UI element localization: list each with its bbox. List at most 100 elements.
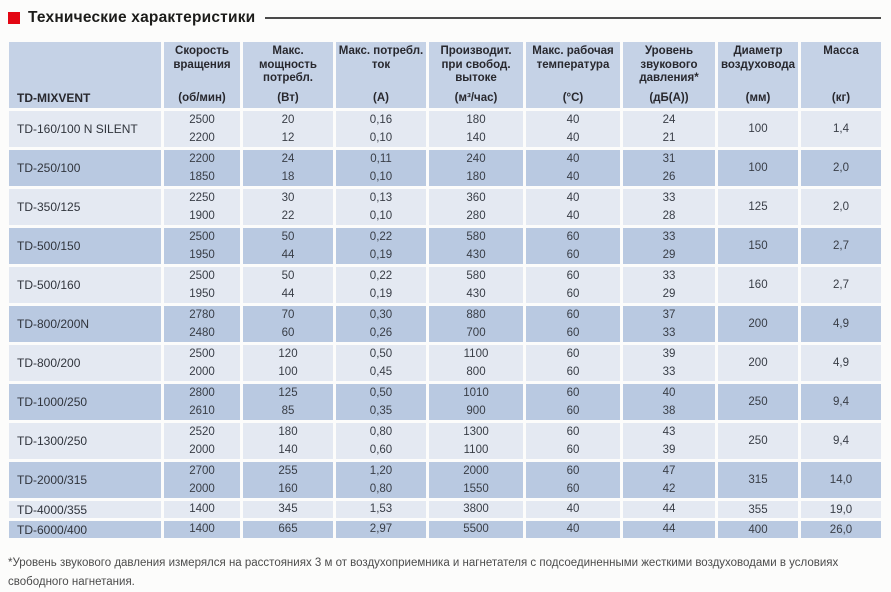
speed-cell: 2500 1950	[164, 267, 240, 303]
table-row: TD-500/160 2500 1950 50 44 0,22 0,19 580 430 60 60…	[9, 267, 881, 303]
speed-cell: 1400	[164, 521, 240, 538]
model-cell: TD-1300/250	[9, 423, 161, 459]
noise-cell: 33 29	[623, 228, 715, 264]
current-cell: 0,22 0,19	[336, 228, 426, 264]
power-cell: 665	[243, 521, 333, 538]
table-header-row: TD-MIXVENT Скорость вращения (об/мин) Мак…	[9, 42, 881, 108]
section-title-row: Технические характеристики	[0, 0, 891, 27]
spec-table: TD-MIXVENT Скорость вращения (об/мин) Мак…	[6, 39, 884, 541]
mass-cell: 4,9	[801, 306, 881, 342]
speed-cell: 2780 2480	[164, 306, 240, 342]
speed-cell: 2520 2000	[164, 423, 240, 459]
power-cell: 30 22	[243, 189, 333, 225]
speed-cell: 2200 1850	[164, 150, 240, 186]
table-row: TD-2000/315 2700 2000 255 160 1,20 0,80 2000 155…	[9, 462, 881, 498]
current-cell: 0,16 0,10	[336, 111, 426, 147]
current-cell: 1,20 0,80	[336, 462, 426, 498]
mass-cell: 26,0	[801, 521, 881, 538]
temp-cell: 60 60	[526, 228, 620, 264]
diameter-cell: 100	[718, 111, 798, 147]
flow-cell: 360 280	[429, 189, 523, 225]
table-row: TD-800/200 2500 2000 120 100 0,50 0,45 1100 800 6…	[9, 345, 881, 381]
model-cell: TD-4000/355	[9, 501, 161, 518]
temp-cell: 60 60	[526, 306, 620, 342]
footnote: *Уровень звукового давления измерялся на…	[8, 557, 839, 588]
diameter-cell: 400	[718, 521, 798, 538]
column-header-temperature: Макс. рабочая температура (°C)	[526, 42, 620, 108]
temp-cell: 40 40	[526, 150, 620, 186]
speed-cell: 2500 2200	[164, 111, 240, 147]
noise-cell: 31 26	[623, 150, 715, 186]
diameter-cell: 200	[718, 306, 798, 342]
current-cell: 0,11 0,10	[336, 150, 426, 186]
power-cell: 255 160	[243, 462, 333, 498]
model-cell: TD-2000/315	[9, 462, 161, 498]
flow-cell: 3800	[429, 501, 523, 518]
table-body: TD-160/100 N SILENT 2500 2200 20 12 0,16 0,10 1…	[9, 111, 881, 538]
flow-cell: 240 180	[429, 150, 523, 186]
current-cell: 0,50 0,35	[336, 384, 426, 420]
flow-cell: 5500	[429, 521, 523, 538]
table-row: TD-6000/400 1400 665 2,97 5500 40 44 400 26,0	[9, 521, 881, 538]
mass-cell: 19,0	[801, 501, 881, 518]
model-cell: TD-1000/250	[9, 384, 161, 420]
noise-cell: 44	[623, 501, 715, 518]
noise-cell: 24 21	[623, 111, 715, 147]
speed-cell: 2250 1900	[164, 189, 240, 225]
column-header-mass: Масса (кг)	[801, 42, 881, 108]
column-header-flow: Производит. при свобод. вытоке (м³/час)	[429, 42, 523, 108]
current-cell: 0,30 0,26	[336, 306, 426, 342]
power-cell: 125 85	[243, 384, 333, 420]
mass-cell: 4,9	[801, 345, 881, 381]
model-cell: TD-800/200	[9, 345, 161, 381]
diameter-cell: 355	[718, 501, 798, 518]
flow-cell: 580 430	[429, 267, 523, 303]
current-cell: 0,50 0,45	[336, 345, 426, 381]
model-cell: TD-800/200N	[9, 306, 161, 342]
mass-cell: 1,4	[801, 111, 881, 147]
current-cell: 0,80 0,60	[336, 423, 426, 459]
table-row: TD-350/125 2250 1900 30 22 0,13 0,10 360 280 40 40…	[9, 189, 881, 225]
column-header-power: Макс. мощность потребл. (Вт)	[243, 42, 333, 108]
temp-cell: 40 40	[526, 111, 620, 147]
power-cell: 345	[243, 501, 333, 518]
power-cell: 20 12	[243, 111, 333, 147]
noise-cell: 43 39	[623, 423, 715, 459]
diameter-cell: 100	[718, 150, 798, 186]
current-cell: 0,22 0,19	[336, 267, 426, 303]
column-header-current: Макс. потребл. ток (А)	[336, 42, 426, 108]
column-header-diameter: Диаметр воздуховода (мм)	[718, 42, 798, 108]
diameter-cell: 250	[718, 423, 798, 459]
temp-cell: 60 60	[526, 384, 620, 420]
temp-cell: 40 40	[526, 189, 620, 225]
current-cell: 0,13 0,10	[336, 189, 426, 225]
speed-cell: 2800 2610	[164, 384, 240, 420]
model-cell: TD-6000/400	[9, 521, 161, 538]
model-cell: TD-500/160	[9, 267, 161, 303]
diameter-cell: 160	[718, 267, 798, 303]
noise-cell: 44	[623, 521, 715, 538]
flow-cell: 180 140	[429, 111, 523, 147]
noise-cell: 33 29	[623, 267, 715, 303]
flow-cell: 580 430	[429, 228, 523, 264]
table-row: TD-500/150 2500 1950 50 44 0,22 0,19 580 430 60 60…	[9, 228, 881, 264]
speed-cell: 2500 1950	[164, 228, 240, 264]
noise-cell: 33 28	[623, 189, 715, 225]
temp-cell: 60 60	[526, 345, 620, 381]
mass-cell: 2,7	[801, 267, 881, 303]
mass-cell: 2,0	[801, 150, 881, 186]
red-square-bullet-icon	[8, 12, 20, 24]
column-header-model: TD-MIXVENT	[9, 42, 161, 108]
power-cell: 24 18	[243, 150, 333, 186]
speed-cell: 2500 2000	[164, 345, 240, 381]
power-cell: 180 140	[243, 423, 333, 459]
title-rule	[265, 17, 881, 19]
flow-cell: 1100 800	[429, 345, 523, 381]
table-row: TD-160/100 N SILENT 2500 2200 20 12 0,16 0,10 1…	[9, 111, 881, 147]
noise-cell: 39 33	[623, 345, 715, 381]
column-header-noise: Уровень звукового давления* (дБ(А))	[623, 42, 715, 108]
noise-cell: 37 33	[623, 306, 715, 342]
diameter-cell: 200	[718, 345, 798, 381]
temp-cell: 40	[526, 501, 620, 518]
